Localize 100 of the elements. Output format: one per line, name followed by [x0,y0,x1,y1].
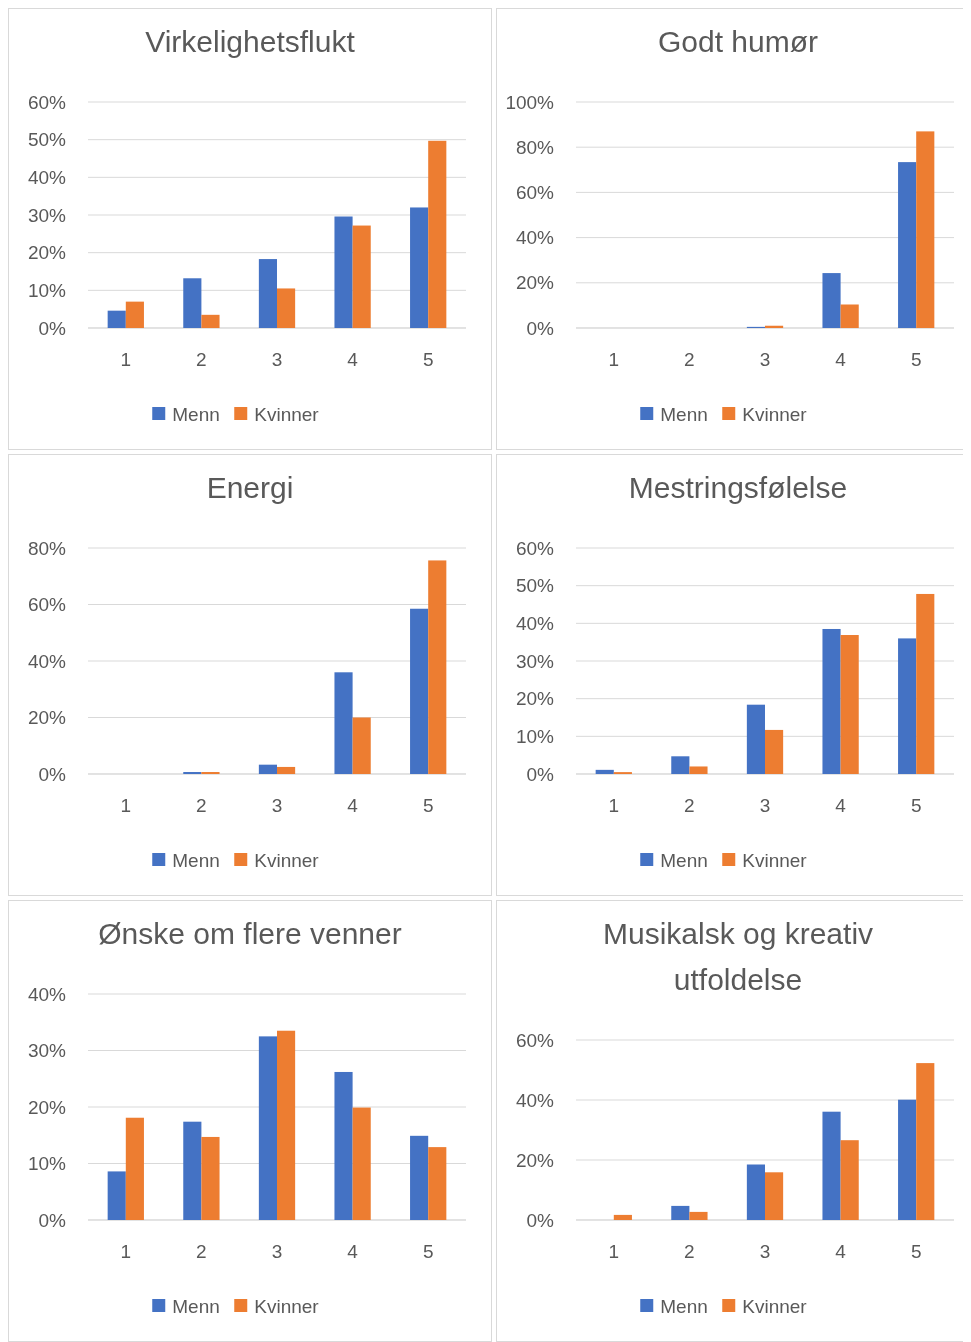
y-tick-label: 20% [27,242,67,264]
y-tick-label: 20% [27,1096,67,1118]
y-tick-label: 80% [27,537,67,559]
x-tick-label: 4 [835,795,847,816]
bar [916,593,935,774]
y-tick-label: 40% [515,1089,555,1111]
bar [595,769,614,774]
bar [822,628,841,774]
chart-title: Ønske om flere venner [98,917,402,950]
bar [334,672,353,774]
y-tick-label: 60% [27,91,67,113]
x-tick-label: 3 [271,349,283,370]
chart-title: Godt humør [657,25,819,58]
bar [125,1117,144,1220]
bar [428,1147,447,1220]
y-tick-label: 0% [38,763,67,785]
y-tick-label: 80% [515,136,555,158]
y-tick-label: 0% [526,317,555,339]
y-tick-label: 20% [515,272,555,294]
legend-label: Menn [172,849,220,871]
x-tick-label: 4 [347,1241,359,1262]
bar [277,1030,296,1220]
bar [334,1071,353,1220]
x-tick-label: 1 [608,1241,620,1262]
bar [898,1099,917,1220]
y-tick-label: 0% [526,1209,555,1231]
bar [334,216,353,328]
legend-label: Menn [660,403,708,425]
bar [352,225,371,328]
bar [201,314,220,328]
legend-label: Kvinner [742,1295,808,1317]
bar [183,278,202,328]
bar [822,1111,841,1220]
chart-title: Energi [206,471,294,504]
bar [840,1140,859,1220]
bar [840,635,859,774]
bar [428,140,447,328]
bar [613,1214,632,1220]
bar [258,1036,277,1220]
y-tick-label: 20% [515,688,555,710]
y-tick-label: 30% [515,650,555,672]
x-tick-label: 5 [422,1241,434,1262]
x-tick-label: 2 [684,1241,695,1262]
bar [765,1172,784,1220]
legend-label: Kvinner [254,403,320,425]
x-tick-label: 3 [759,1241,771,1262]
bar [277,766,296,774]
bar [898,162,917,328]
bar [201,1136,220,1220]
bar [125,301,144,328]
x-tick-label: 2 [684,795,695,816]
x-tick-label: 1 [120,1241,132,1262]
y-tick-label: 0% [38,317,67,339]
y-tick-label: 0% [38,1209,67,1231]
bar [107,1171,126,1220]
y-tick-label: 40% [27,166,67,188]
x-tick-label: 4 [835,1241,847,1262]
bar [410,1135,429,1220]
y-tick-label: 40% [27,650,67,672]
bar [916,1063,935,1220]
bar [765,729,784,774]
bar [258,259,277,328]
x-tick-label: 3 [271,795,283,816]
x-tick-label: 3 [759,349,771,370]
bar [746,704,765,774]
bar [916,131,935,328]
y-tick-label: 10% [515,725,555,747]
bar [746,1164,765,1220]
x-tick-label: 5 [910,349,922,370]
y-tick-label: 40% [515,612,555,634]
x-tick-label: 5 [422,349,434,370]
chart-title: Virkelighetsflukt [145,25,356,58]
bar [183,1121,202,1220]
bar [689,1211,708,1220]
legend-label: Kvinner [742,403,808,425]
x-tick-label: 1 [120,349,132,370]
y-tick-label: 20% [515,1149,555,1171]
x-tick-label: 5 [910,1241,922,1262]
bar [352,717,371,774]
y-tick-label: 20% [27,707,67,729]
y-tick-label: 30% [27,204,67,226]
x-tick-label: 1 [608,349,620,370]
legend-label: Menn [172,403,220,425]
x-tick-label: 2 [684,349,695,370]
y-tick-label: 40% [27,983,67,1005]
chart-title: Mestringsfølelse [628,471,848,504]
chart-title: Musikalsk og kreativ utfoldelse [602,917,874,996]
y-tick-label: 60% [515,182,555,204]
x-tick-label: 2 [196,795,207,816]
bar [352,1107,371,1220]
legend-label: Menn [172,1295,220,1317]
bar [671,1205,690,1220]
x-tick-label: 4 [347,349,359,370]
bar [428,560,447,774]
y-tick-label: 30% [27,1040,67,1062]
y-tick-label: 0% [526,763,555,785]
legend-label: Kvinner [254,849,320,871]
legend-label: Menn [660,849,708,871]
bar [689,766,708,774]
bar [898,638,917,774]
